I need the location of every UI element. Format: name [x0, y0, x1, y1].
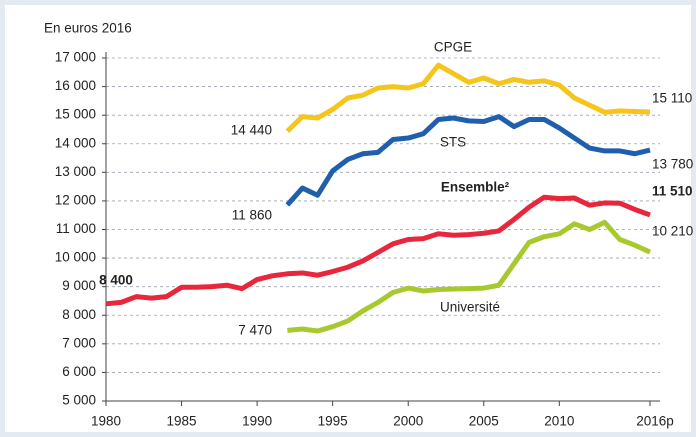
x-tick-label: 2010 [544, 414, 574, 429]
series-label: Ensemble² [441, 180, 510, 195]
y-tick-label: 15 000 [55, 107, 96, 122]
value-label: 10 210 [652, 224, 693, 239]
y-tick-label: 8 000 [62, 307, 96, 322]
chart-title: En euros 2016 [44, 21, 132, 36]
y-tick-label: 11 000 [56, 221, 96, 236]
value-label: 14 440 [231, 123, 272, 138]
series-line [285, 114, 651, 207]
x-tick-label: 1995 [318, 414, 348, 429]
y-tick-label: 5 000 [62, 393, 96, 408]
y-tick-label: 7 000 [62, 335, 96, 350]
series-line [287, 219, 652, 334]
value-label: 13 780 [652, 157, 693, 172]
value-label: 11 510 [652, 184, 693, 199]
x-tick-label: 2005 [469, 414, 499, 429]
y-tick-label: 10 000 [55, 250, 96, 265]
series-line [105, 194, 651, 307]
value-label: 11 860 [232, 208, 272, 223]
panel [5, 5, 691, 432]
y-tick-label: 14 000 [55, 135, 96, 150]
y-tick-label: 13 000 [55, 164, 96, 179]
x-tick-label: 1985 [167, 414, 197, 429]
x-tick-label: 2016p [636, 414, 674, 429]
series-label: CPGE [434, 40, 472, 55]
y-tick-label: 16 000 [55, 78, 96, 93]
y-tick-label: 17 000 [55, 50, 96, 65]
series-label: STS [440, 135, 466, 150]
value-label: 8 400 [99, 273, 133, 288]
x-tick-label: 1990 [242, 414, 272, 429]
x-tick-label: 2000 [393, 414, 423, 429]
series-label: Université [440, 300, 500, 315]
x-tick-label: 1980 [91, 414, 121, 429]
value-label: 15 110 [652, 91, 692, 106]
y-tick-label: 6 000 [62, 364, 96, 379]
y-tick-label: 12 000 [55, 192, 96, 207]
y-tick-label: 9 000 [62, 278, 96, 293]
series-line [285, 62, 651, 133]
value-label: 7 470 [238, 323, 272, 338]
